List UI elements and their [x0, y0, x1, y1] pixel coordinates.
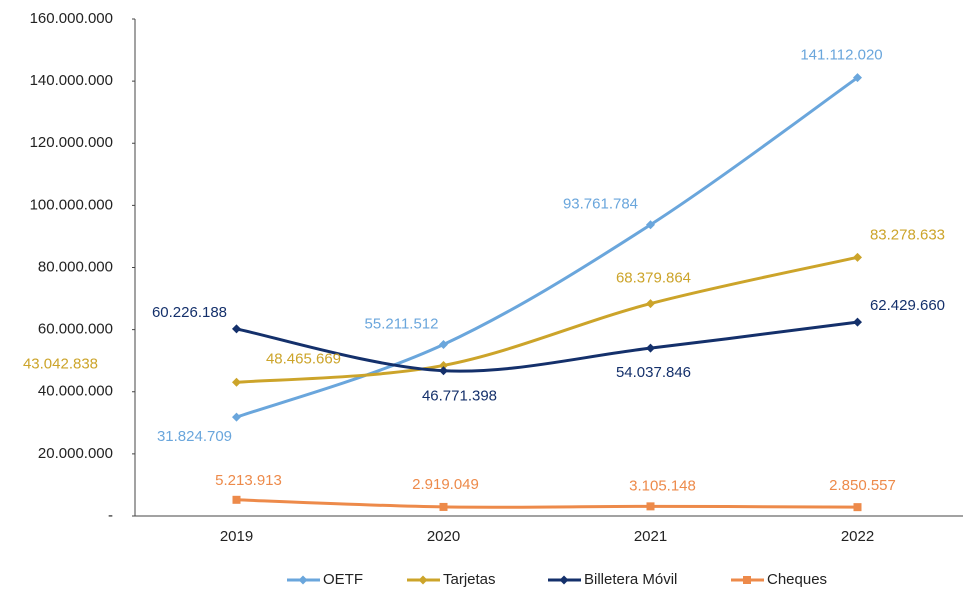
data-label: 54.037.846	[616, 364, 691, 381]
data-label: 83.278.633	[870, 226, 945, 243]
x-tick-label: 2019	[220, 528, 253, 545]
legend-marker	[418, 575, 428, 585]
y-tick-label: 80.000.000	[38, 258, 113, 275]
data-point	[646, 343, 655, 353]
legend-marker	[559, 575, 569, 585]
data-point	[439, 502, 448, 511]
data-point	[439, 366, 448, 376]
legend-marker	[743, 576, 751, 584]
data-label: 68.379.864	[616, 270, 691, 287]
y-tick-label: 100.000.000	[30, 196, 113, 213]
data-label: 93.761.784	[563, 196, 638, 213]
y-tick-label: 20.000.000	[38, 445, 113, 462]
data-label: 48.465.669	[266, 350, 341, 367]
data-point	[853, 73, 862, 83]
series-line	[235, 320, 859, 373]
x-tick-label: 2020	[427, 528, 460, 545]
data-point	[439, 360, 448, 370]
data-point	[439, 339, 448, 349]
data-point	[646, 220, 655, 230]
data-point	[646, 502, 655, 511]
x-tick-label: 2022	[841, 528, 874, 545]
series-line	[235, 76, 859, 419]
x-tick-label: 2021	[634, 528, 667, 545]
legend-marker	[298, 575, 308, 585]
legend-label: Cheques	[767, 571, 827, 588]
y-tick-label: 140.000.000	[30, 72, 113, 89]
data-label: 31.824.709	[157, 428, 232, 445]
legend-label: Billetera Móvil	[584, 571, 677, 588]
y-tick-label: -	[108, 507, 113, 524]
data-label: 43.042.838	[23, 355, 98, 372]
data-point	[232, 412, 241, 422]
series-line	[235, 498, 859, 509]
data-label: 5.213.913	[215, 472, 282, 489]
data-point	[232, 495, 241, 504]
y-tick-label: 120.000.000	[30, 134, 113, 151]
y-tick-label: 60.000.000	[38, 321, 113, 338]
data-point	[232, 377, 241, 387]
data-label: 60.226.188	[152, 304, 227, 321]
data-label: 141.112.020	[800, 47, 882, 64]
data-label: 55.211.512	[365, 315, 439, 332]
data-point	[853, 317, 862, 327]
data-label: 62.429.660	[870, 297, 945, 314]
data-label: 46.771.398	[422, 388, 497, 405]
data-label: 2.919.049	[412, 476, 479, 493]
data-label: 2.850.557	[829, 477, 896, 494]
data-point	[646, 299, 655, 309]
series-line	[235, 255, 859, 384]
data-point	[853, 252, 862, 262]
data-point	[232, 324, 241, 334]
data-point	[853, 503, 862, 512]
legend-label: OETF	[323, 571, 363, 588]
y-tick-label: 40.000.000	[38, 383, 113, 400]
data-label: 3.105.148	[629, 477, 696, 494]
legend-label: Tarjetas	[443, 571, 496, 588]
y-tick-label: 160.000.000	[30, 10, 113, 27]
